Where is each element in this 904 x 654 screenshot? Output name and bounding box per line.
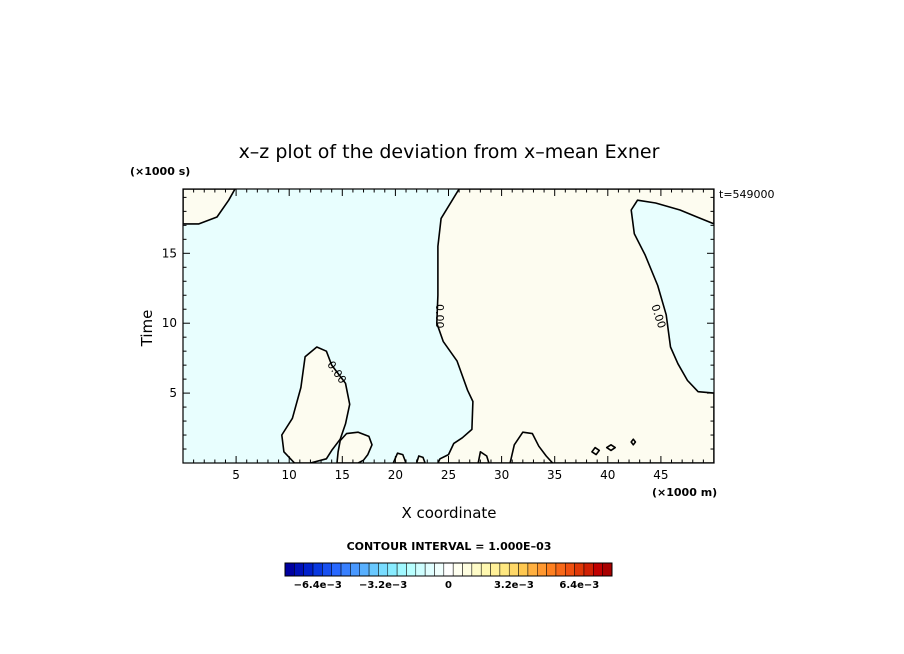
colorbar-swatch <box>294 562 304 577</box>
colorbar-swatch <box>480 562 491 577</box>
colorbar-swatch <box>378 562 389 577</box>
colorbar-tick-label: −3.2e−3 <box>359 580 407 591</box>
colorbar-swatch <box>565 562 575 577</box>
time-label: t=549000 <box>719 188 775 201</box>
colorbar-tick-label: −6.4e−3 <box>294 580 342 591</box>
contour-region-small-bump-b <box>415 455 426 463</box>
contour-region-small-blob-e <box>591 446 601 456</box>
contour-region-center-right-positive <box>435 189 714 463</box>
colorbar-swatch <box>434 562 445 577</box>
colorbar-swatch <box>471 562 482 577</box>
y-tick-label: 10 <box>162 316 177 330</box>
x-tick-label: 10 <box>282 468 297 482</box>
y-tick-label: 15 <box>162 246 177 260</box>
colorbar-swatch <box>546 562 557 577</box>
colorbar-swatch <box>537 562 547 577</box>
colorbar-swatch <box>350 562 360 577</box>
plot-area: 0.00 0.000.00 5 10 15 20 25 30 35 40 45 5 10 15 <box>162 188 715 482</box>
colorbar-swatch <box>574 562 585 577</box>
colorbar-swatch <box>508 562 519 577</box>
colorbar-swatch <box>602 562 613 577</box>
colorbar-swatch <box>368 562 379 577</box>
colorbar-swatch <box>527 562 538 577</box>
colorbar-swatch <box>499 562 510 577</box>
contour-region-small-bump-d <box>477 450 490 463</box>
colorbar-swatch <box>415 562 426 577</box>
colorbar-swatch <box>443 562 454 577</box>
colorbar-swatch <box>312 562 323 577</box>
colorbar-swatch <box>396 562 407 577</box>
contour-region-lower-center-blob-positive <box>336 431 373 463</box>
x-axis-title: X coordinate <box>401 504 496 522</box>
colorbar-swatch <box>555 562 566 577</box>
colorbar-swatch <box>340 562 351 577</box>
colorbar-frame <box>284 562 613 577</box>
colorbar-swatch <box>583 562 594 577</box>
colorbar-tick-label: 3.2e−3 <box>494 580 534 591</box>
y-tick-label: 5 <box>169 386 177 400</box>
colorbar-swatch <box>406 562 417 577</box>
axis-ticks <box>183 189 714 463</box>
x-tick-label: 35 <box>547 468 562 482</box>
colorbar-swatch <box>518 562 529 577</box>
contour-region-left-blob-positive <box>280 346 351 463</box>
colorbar-swatch <box>462 562 473 577</box>
x-tick-label: 30 <box>494 468 509 482</box>
x-tick-label: 20 <box>388 468 403 482</box>
colorbar-swatch <box>387 562 398 577</box>
chart-title: x–z plot of the deviation from x–mean Ex… <box>239 141 660 163</box>
x-tick-label: 15 <box>335 468 350 482</box>
contour-region-small-bump-c <box>509 431 554 463</box>
colorbar: −6.4e−3 −3.2e−3 0 3.2e−3 6.4e−3 <box>284 562 613 591</box>
colorbar-swatch <box>593 562 603 577</box>
colorbar-swatch <box>303 562 314 577</box>
contour-region-top-left-positive <box>183 189 236 225</box>
colorbar-swatch <box>331 562 342 577</box>
colorbar-tick-label: 0 <box>445 580 452 591</box>
x-scale-label: (×1000 m) <box>652 486 717 499</box>
x-tick-label: 40 <box>600 468 615 482</box>
y-axis-title: Time <box>138 310 156 348</box>
contour-region-small-blob-g <box>630 438 637 446</box>
colorbar-swatch <box>490 562 501 577</box>
contour-label-0: 0.00 <box>433 304 446 329</box>
x-tick-label: 25 <box>441 468 456 482</box>
contour-regions: 0.00 0.000.00 <box>183 189 714 463</box>
x-tick-label: 5 <box>232 468 240 482</box>
y-scale-label: (×1000 s) <box>130 165 190 178</box>
contour-interval-label: CONTOUR INTERVAL = 1.000E–03 <box>347 540 552 553</box>
contour-region-small-blob-f <box>605 443 617 452</box>
colorbar-swatch <box>284 562 295 577</box>
colorbar-swatch <box>359 562 370 577</box>
colorbar-tick-label: 6.4e−3 <box>559 580 599 591</box>
colorbar-swatch <box>322 562 332 577</box>
colorbar-swatch <box>424 562 435 577</box>
contour-region-small-bump-a <box>392 452 407 463</box>
colorbar-swatch <box>452 562 463 577</box>
x-tick-label: 45 <box>653 468 668 482</box>
